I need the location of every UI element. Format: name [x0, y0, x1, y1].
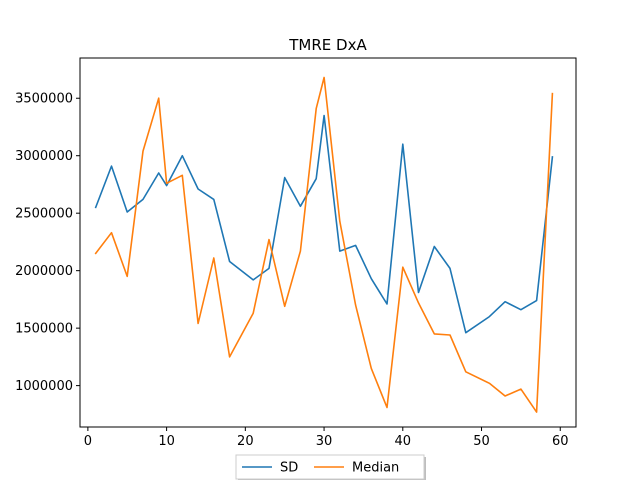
y-tick-label: 1500000	[15, 322, 73, 337]
x-tick-label: 10	[158, 434, 175, 449]
y-tick-label: 1000000	[15, 379, 73, 394]
x-axis: 0 10 20 30 40 50 60	[84, 427, 569, 449]
x-tick-label: 0	[84, 434, 92, 449]
x-tick-label: 60	[552, 434, 569, 449]
y-tick-label: 3000000	[15, 149, 73, 164]
y-tick-label: 2500000	[15, 207, 73, 222]
x-tick-label: 50	[473, 434, 490, 449]
legend-label-sd: SD	[280, 461, 298, 476]
legend-label-median: Median	[352, 461, 399, 476]
x-tick-label: 40	[395, 434, 412, 449]
x-tick-label: 30	[316, 434, 333, 449]
y-tick-label: 2000000	[15, 264, 73, 279]
x-tick-label: 20	[237, 434, 254, 449]
legend: SD Median	[236, 455, 426, 480]
chart-title: TMRE DxA	[288, 36, 367, 54]
y-axis: 1000000 1500000 2000000 2500000 3000000 35000…	[15, 92, 80, 394]
y-tick-label: 3500000	[15, 92, 73, 107]
